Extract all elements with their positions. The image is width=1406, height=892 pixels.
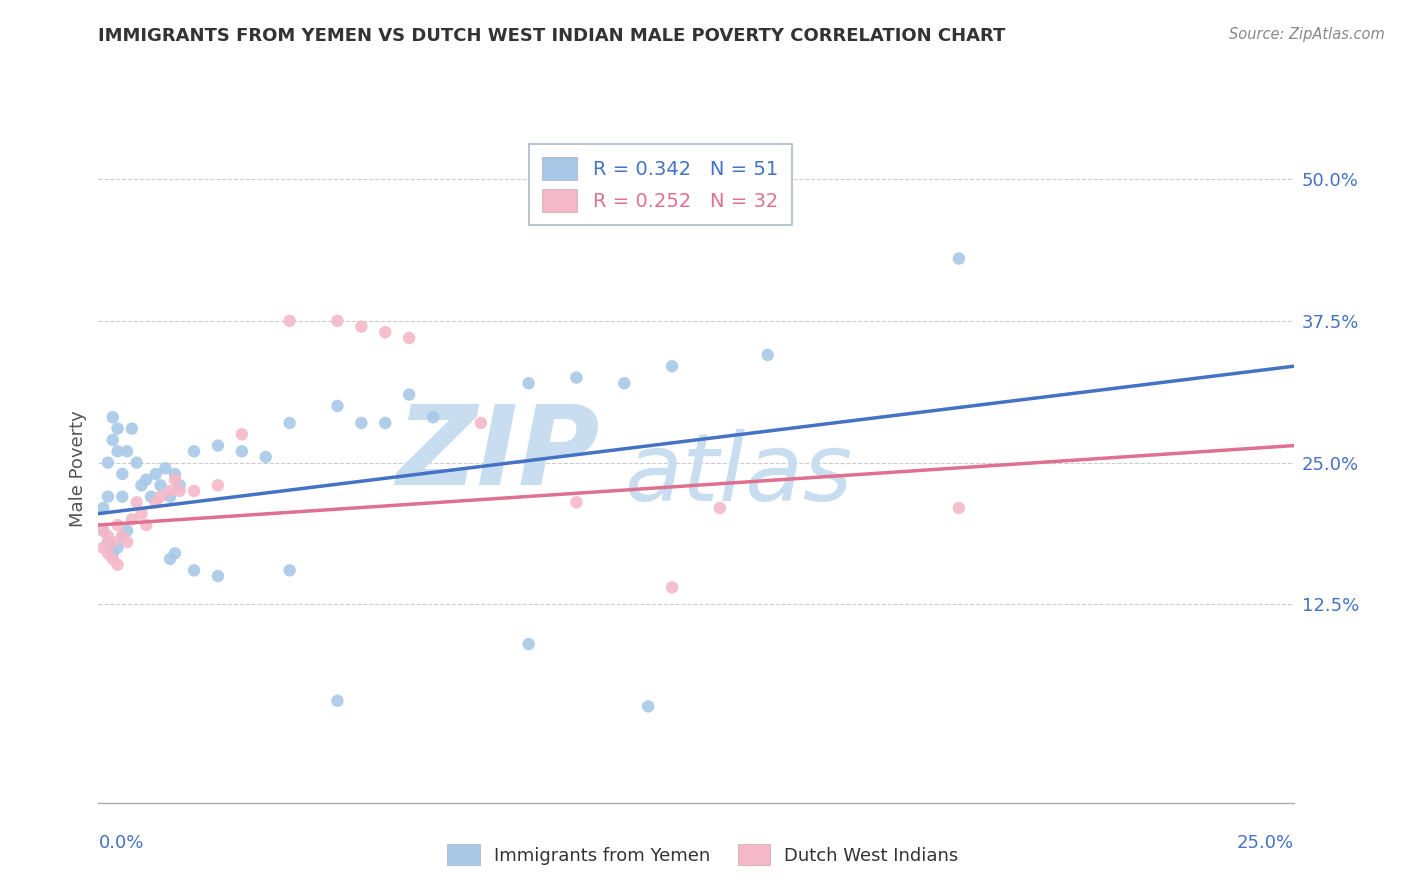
Point: [91, 500, 114, 515]
Point: [159, 483, 181, 498]
Point: [97, 535, 120, 549]
Point: [155, 461, 177, 475]
Point: [101, 433, 124, 447]
Point: [115, 535, 138, 549]
Point: [125, 456, 148, 470]
Point: [111, 467, 134, 481]
Point: [111, 490, 134, 504]
Point: [107, 422, 129, 436]
Point: [517, 376, 540, 391]
Point: [254, 450, 277, 464]
Point: [135, 473, 157, 487]
Point: [101, 535, 124, 549]
Point: [91, 541, 114, 555]
Point: [121, 422, 143, 436]
Point: [398, 387, 420, 401]
Point: [163, 546, 186, 560]
Point: [350, 319, 373, 334]
Point: [756, 348, 779, 362]
Point: [159, 490, 181, 504]
Point: [125, 495, 148, 509]
Point: [139, 490, 162, 504]
Point: [278, 314, 301, 328]
Text: IMMIGRANTS FROM YEMEN VS DUTCH WEST INDIAN MALE POVERTY CORRELATION CHART: IMMIGRANTS FROM YEMEN VS DUTCH WEST INDI…: [98, 27, 1005, 45]
Point: [207, 439, 229, 453]
Point: [374, 416, 396, 430]
Legend: R = 0.342   N = 51, R = 0.252   N = 32: R = 0.342 N = 51, R = 0.252 N = 32: [529, 144, 792, 226]
Point: [97, 529, 120, 543]
Y-axis label: Male Poverty: Male Poverty: [69, 410, 87, 526]
Point: [183, 444, 205, 458]
Point: [111, 529, 134, 543]
Point: [163, 473, 186, 487]
Point: [91, 524, 114, 538]
Point: [149, 490, 172, 504]
Point: [131, 478, 153, 492]
Text: 0.0%: 0.0%: [98, 834, 143, 852]
Point: [135, 518, 157, 533]
Point: [398, 331, 420, 345]
Point: [101, 410, 124, 425]
Point: [97, 490, 120, 504]
Point: [470, 416, 492, 430]
Point: [115, 524, 138, 538]
Text: Source: ZipAtlas.com: Source: ZipAtlas.com: [1229, 27, 1385, 42]
Point: [278, 563, 301, 577]
Point: [207, 478, 229, 492]
Point: [145, 467, 167, 481]
Text: ZIP: ZIP: [396, 401, 600, 508]
Point: [422, 410, 444, 425]
Point: [278, 416, 301, 430]
Point: [326, 399, 349, 413]
Point: [97, 546, 120, 560]
Point: [613, 376, 636, 391]
Point: [91, 524, 114, 538]
Point: [97, 456, 120, 470]
Point: [661, 580, 683, 594]
Point: [111, 529, 134, 543]
Point: [326, 314, 349, 328]
Point: [107, 541, 129, 555]
Point: [637, 699, 659, 714]
Point: [163, 467, 186, 481]
Point: [709, 500, 731, 515]
Point: [948, 500, 970, 515]
Point: [169, 483, 191, 498]
Point: [565, 495, 588, 509]
Point: [661, 359, 683, 374]
Point: [517, 637, 540, 651]
Point: [169, 478, 191, 492]
Point: [183, 563, 205, 577]
Point: [565, 370, 588, 384]
Point: [115, 444, 138, 458]
Text: 25.0%: 25.0%: [1236, 834, 1294, 852]
Point: [948, 252, 970, 266]
Point: [101, 546, 124, 560]
Point: [231, 444, 253, 458]
Legend: Immigrants from Yemen, Dutch West Indians: Immigrants from Yemen, Dutch West Indian…: [439, 835, 967, 874]
Text: atlas: atlas: [624, 429, 852, 521]
Point: [145, 495, 167, 509]
Point: [131, 507, 153, 521]
Point: [350, 416, 373, 430]
Point: [326, 694, 349, 708]
Point: [107, 444, 129, 458]
Point: [374, 325, 396, 339]
Point: [107, 558, 129, 572]
Point: [149, 478, 172, 492]
Point: [183, 483, 205, 498]
Point: [121, 512, 143, 526]
Point: [101, 552, 124, 566]
Point: [207, 569, 229, 583]
Point: [159, 552, 181, 566]
Point: [107, 518, 129, 533]
Point: [231, 427, 253, 442]
